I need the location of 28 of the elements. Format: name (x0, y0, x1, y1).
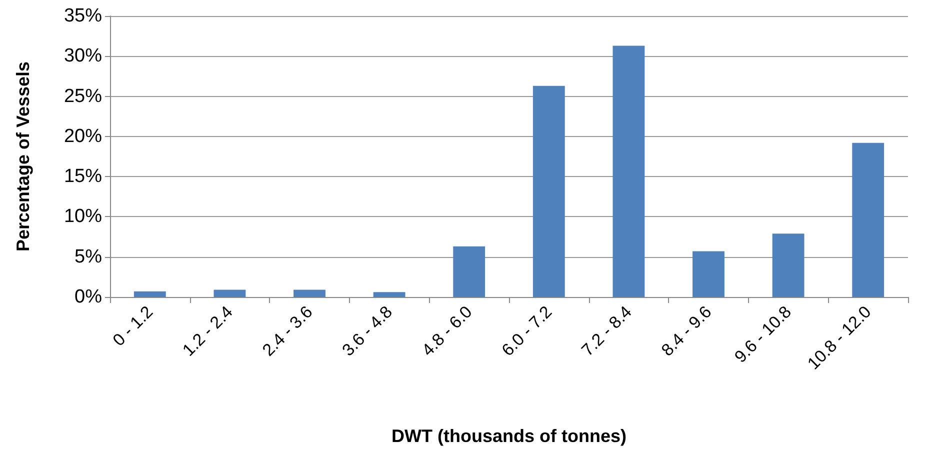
bar (134, 291, 166, 297)
y-tick-label: 25% (64, 86, 102, 107)
x-tick-label: 1.2 - 2.4 (178, 302, 236, 360)
y-tick-label: 15% (64, 166, 102, 188)
x-tick-label: 4.8 - 6.0 (418, 302, 476, 360)
y-tick-label: 35% (64, 6, 102, 26)
x-tick-label: 7.2 - 8.4 (578, 302, 636, 360)
y-tick-label: 30% (64, 46, 102, 67)
x-tick-label: 0 - 1.2 (109, 302, 157, 350)
bar (532, 86, 565, 297)
bar (612, 46, 645, 297)
y-tick-label: 0% (74, 286, 102, 308)
x-tick-label: 6.0 - 7.2 (498, 302, 556, 360)
x-axis-title: DWT (thousands of tonnes) (392, 426, 626, 446)
x-tick-label: 3.6 - 4.8 (338, 302, 396, 360)
bar (852, 142, 884, 297)
y-tick-label: 10% (64, 206, 102, 228)
y-tick-label: 5% (74, 246, 102, 268)
bar (214, 290, 246, 297)
x-tick-label: 8.4 - 9.6 (658, 302, 716, 360)
y-axis-title: Percentage of Vessels (13, 61, 33, 252)
bar (692, 251, 724, 297)
bar (373, 292, 406, 297)
bar (294, 290, 326, 297)
bar (772, 234, 804, 297)
x-tick-label: 2.4 - 3.6 (258, 302, 316, 360)
bar (453, 246, 486, 297)
y-tick-label: 20% (64, 126, 102, 147)
